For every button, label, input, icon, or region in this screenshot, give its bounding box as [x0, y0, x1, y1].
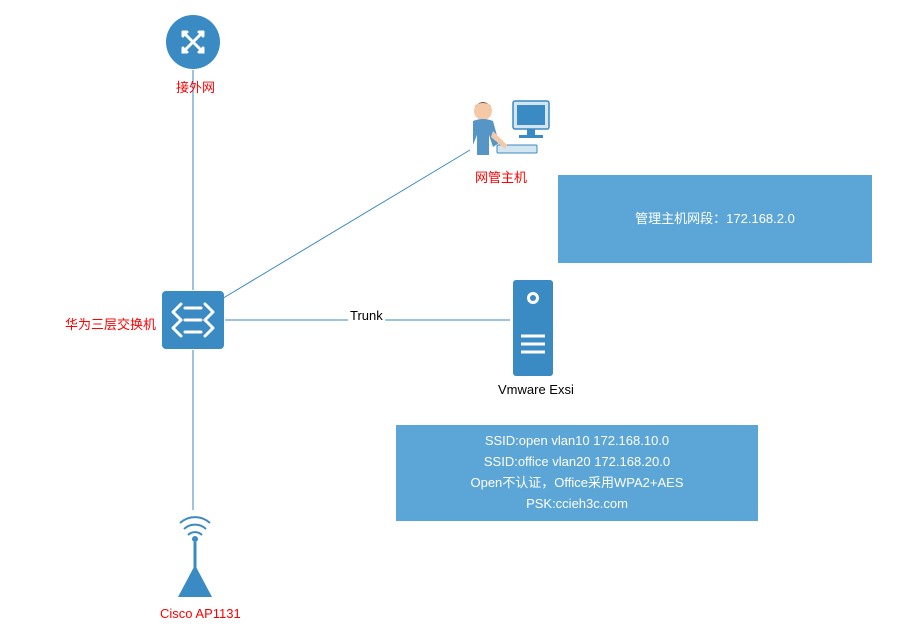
ap-label: Cisco AP1131 [160, 606, 241, 621]
switch-icon [161, 290, 225, 350]
admin-host-icon [455, 95, 555, 170]
ap-icon [170, 505, 220, 600]
ssid-info-line: SSID:office vlan20 172.168.20.0 [484, 452, 670, 473]
ssid-info-box: SSID:open vlan10 172.168.10.0 SSID:offic… [396, 425, 758, 521]
switch-label: 华为三层交换机 [65, 314, 156, 333]
mgmt-info-line: 管理主机网段：172.168.2.0 [635, 209, 795, 230]
router-icon [165, 14, 221, 70]
ssid-info-line: Open不认证，Office采用WPA2+AES [470, 473, 683, 494]
admin-host-label: 网管主机 [475, 167, 527, 186]
server-label: Vmware Exsi [498, 382, 574, 397]
mgmt-info-box: 管理主机网段：172.168.2.0 [558, 175, 872, 263]
server-icon [511, 278, 555, 378]
edge-switch-admin [220, 150, 470, 300]
trunk-label: Trunk [348, 308, 385, 323]
router-label: 接外网 [176, 77, 215, 96]
ssid-info-line: PSK:ccieh3c.com [526, 494, 628, 515]
ssid-info-line: SSID:open vlan10 172.168.10.0 [485, 431, 669, 452]
